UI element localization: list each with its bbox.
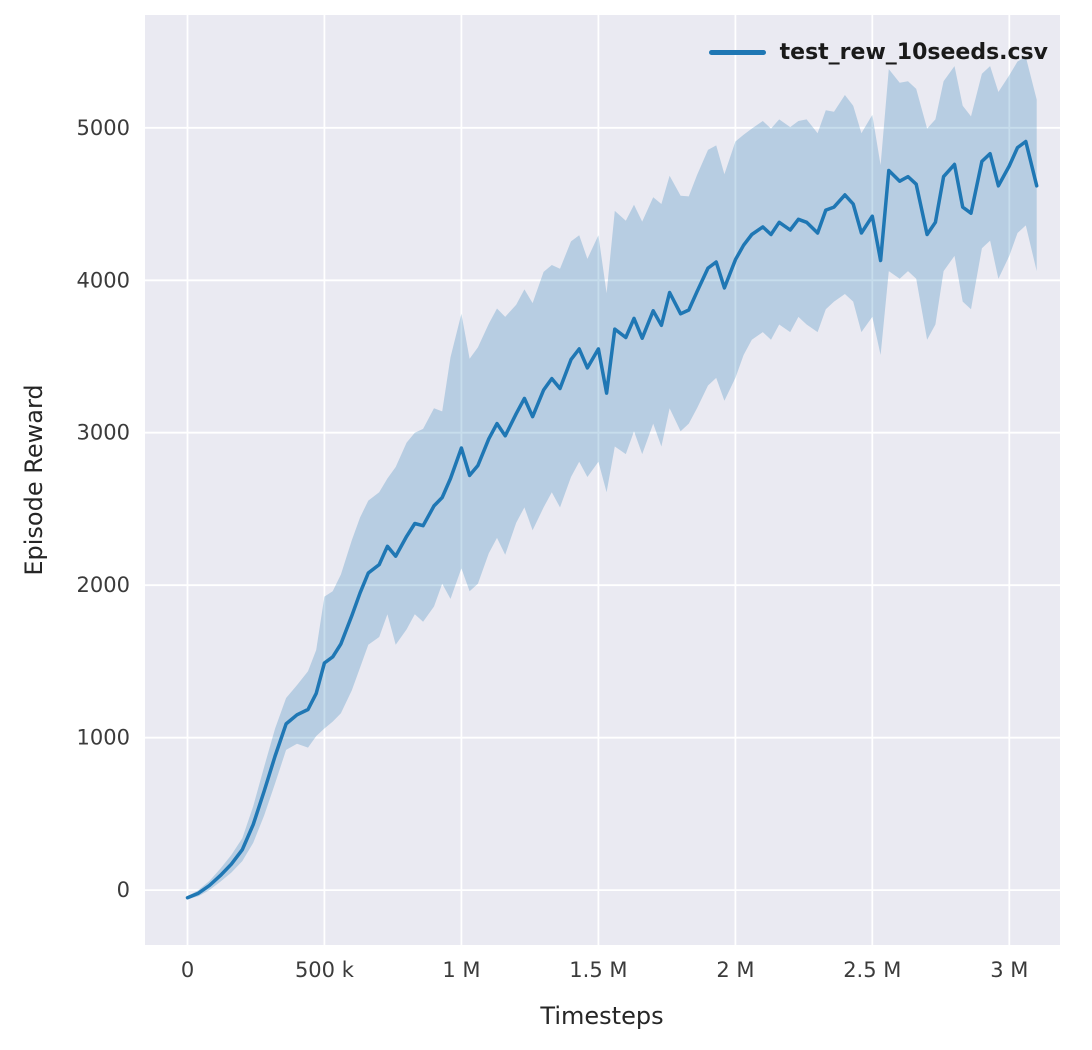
- y-tick-label: 0: [117, 878, 130, 902]
- x-tick-label: 500 k: [295, 958, 355, 982]
- plot-area: [145, 15, 1060, 945]
- y-tick-label: 5000: [77, 116, 130, 140]
- y-tick-label: 3000: [77, 421, 130, 445]
- x-axis-label: Timesteps: [540, 1002, 664, 1030]
- x-tick-label: 2.5 M: [843, 958, 901, 982]
- x-tick-label: 3 M: [990, 958, 1028, 982]
- y-axis-label: Episode Reward: [20, 384, 48, 576]
- x-tick-label: 2 M: [716, 958, 754, 982]
- x-tick-label: 1.5 M: [569, 958, 627, 982]
- y-tick-label: 2000: [77, 573, 130, 597]
- y-tick-label: 4000: [77, 268, 130, 292]
- legend-line-sample: [708, 50, 766, 55]
- mean-line: [185, 139, 1039, 900]
- confidence-band: [187, 56, 1037, 900]
- x-tick-label: 0: [181, 958, 194, 982]
- legend: test_rew_10seeds.csv: [708, 40, 1048, 65]
- x-tick-label: 1 M: [442, 958, 480, 982]
- legend-label: test_rew_10seeds.csv: [779, 40, 1048, 65]
- y-tick-label: 1000: [77, 726, 130, 750]
